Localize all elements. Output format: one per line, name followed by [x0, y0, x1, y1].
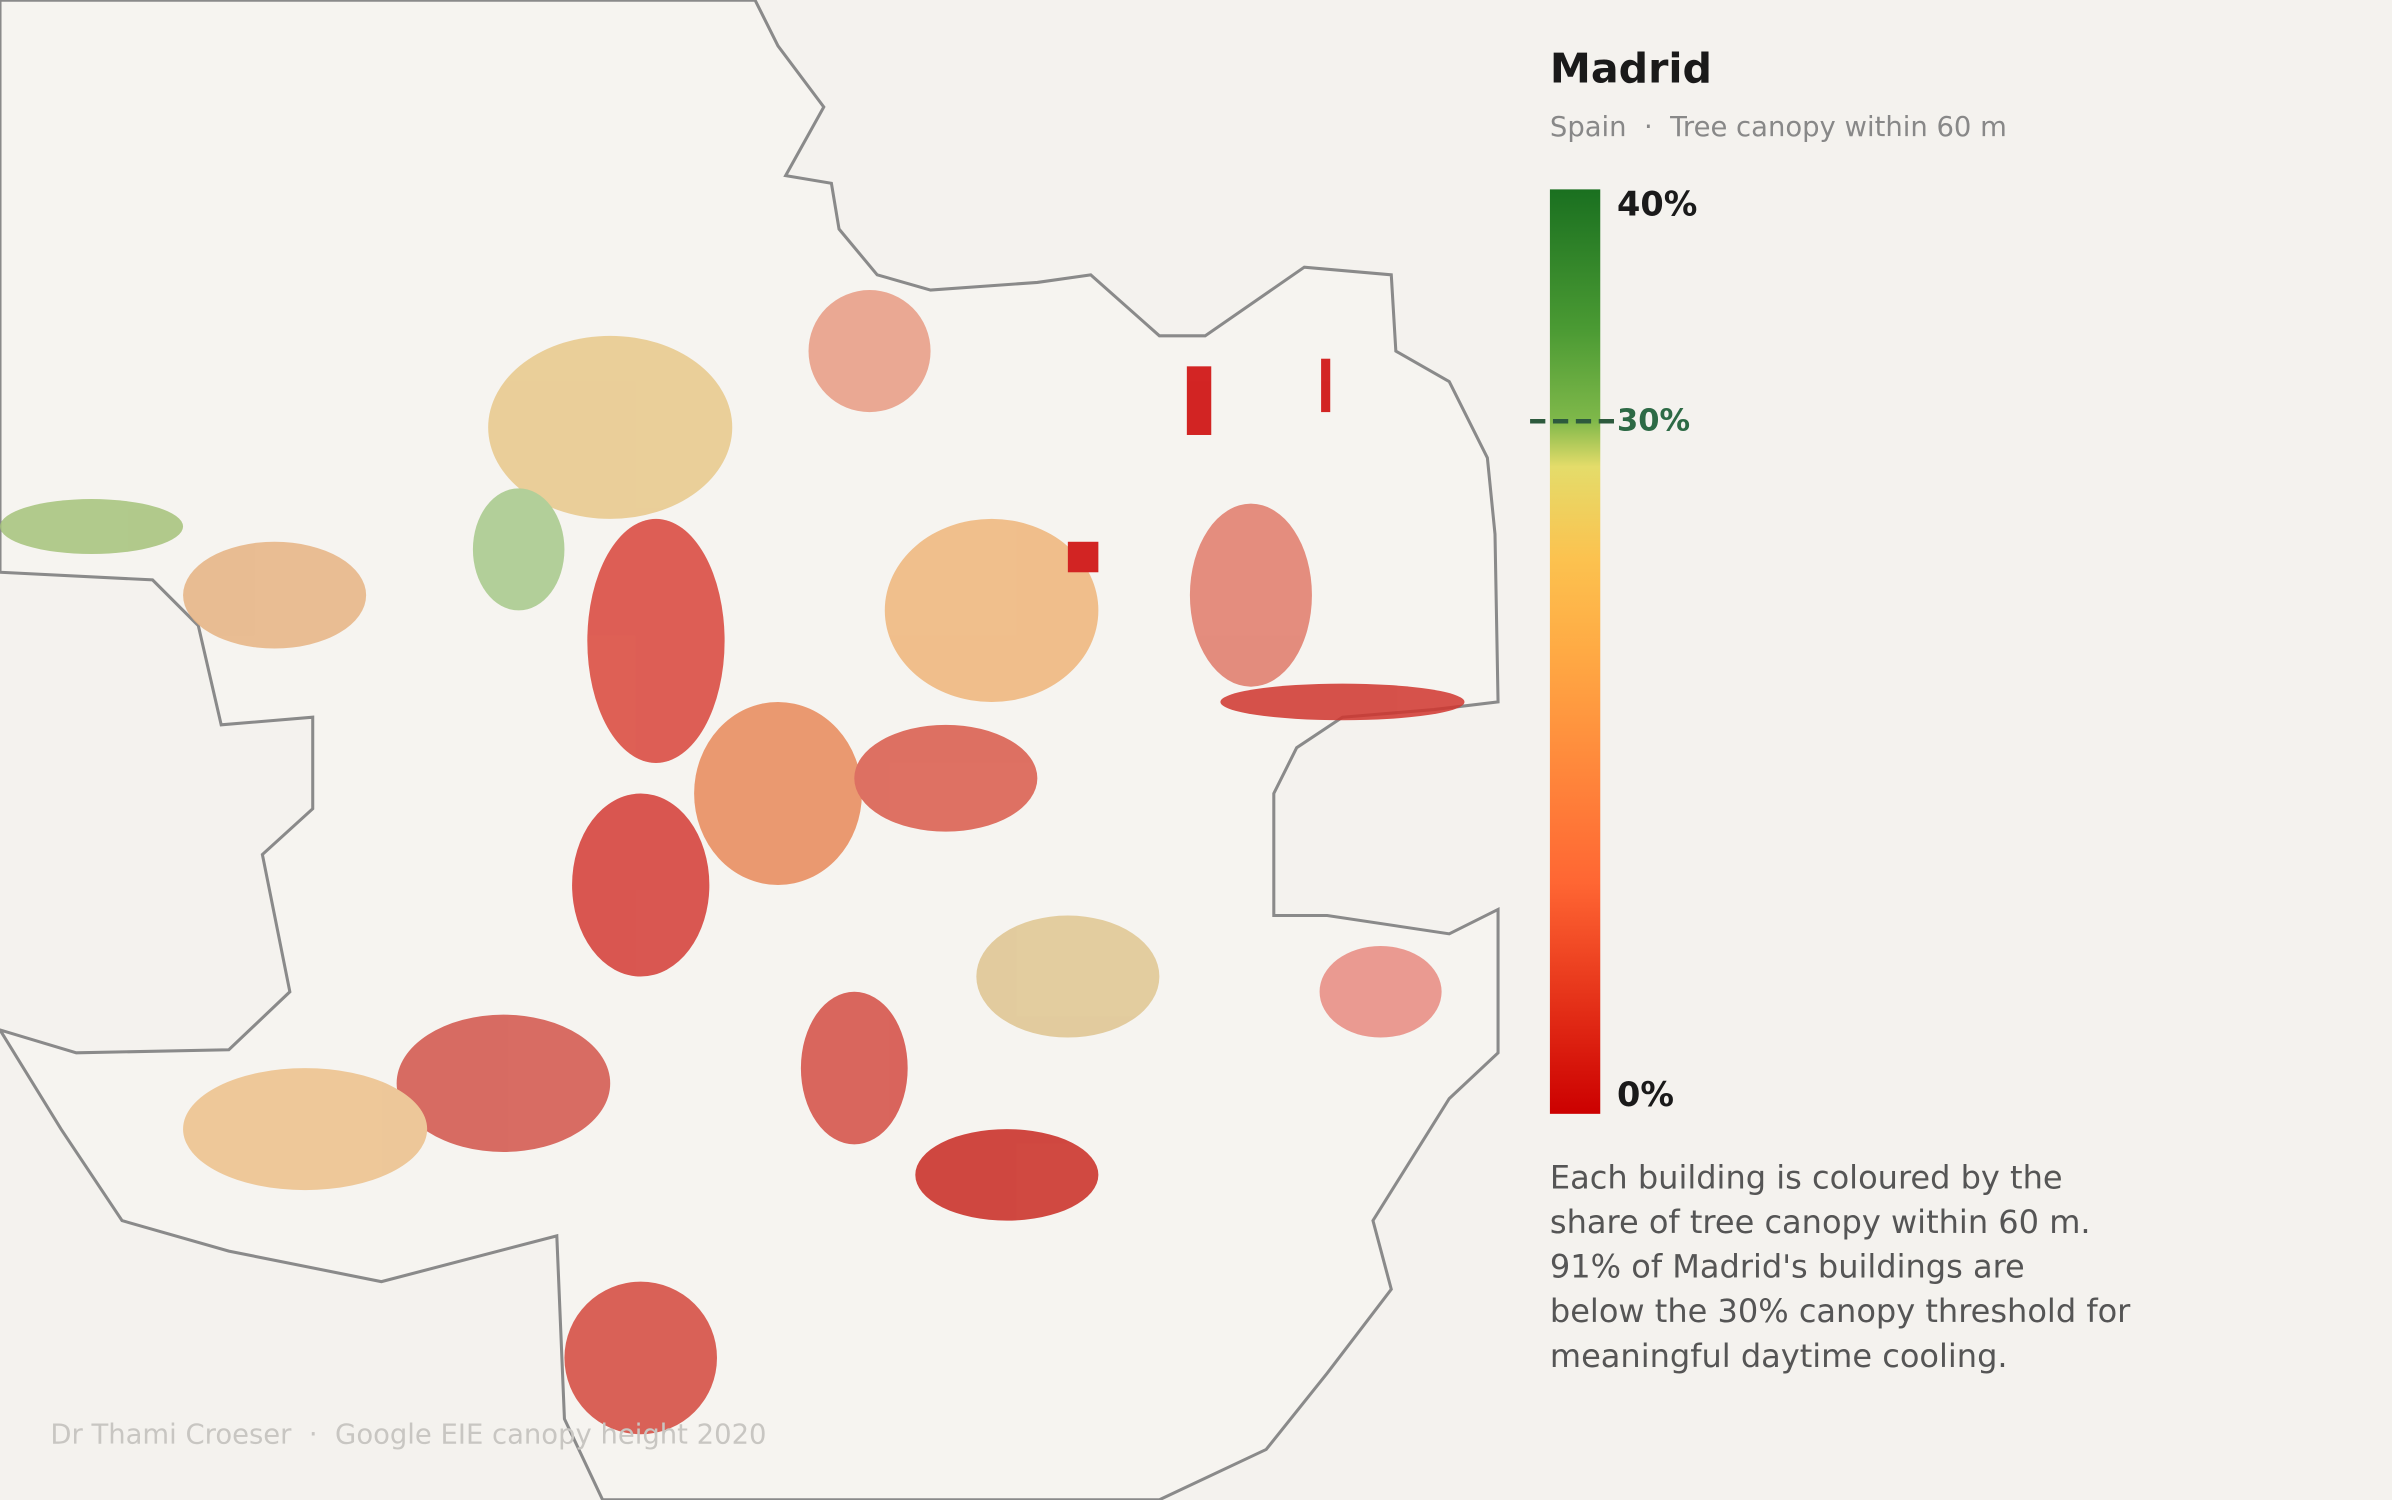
- legend-threshold-label: 30%: [1617, 403, 1690, 438]
- subtitle: Spain · Tree canopy within 60 m: [1550, 112, 2007, 143]
- colorbar: [1549, 189, 1601, 1114]
- title: Madrid: [1550, 45, 1712, 93]
- legend-min-label: 0%: [1617, 1075, 1674, 1114]
- building-layer: [0, 290, 1465, 1435]
- description-line: Each building is coloured by the: [1550, 1159, 2063, 1197]
- description-line: below the 30% canopy threshold for: [1550, 1292, 2131, 1330]
- description: Each building is coloured by the share of…: [1550, 1159, 2131, 1375]
- description-line: 91% of Madrid's buildings are: [1550, 1248, 2025, 1286]
- description-line: meaningful daytime cooling.: [1550, 1337, 2008, 1375]
- legend-max-label: 40%: [1617, 184, 1697, 223]
- description-line: share of tree canopy within 60 m.: [1550, 1203, 2091, 1241]
- credit: Dr Thami Croeser · Google EIE canopy hei…: [50, 1419, 766, 1450]
